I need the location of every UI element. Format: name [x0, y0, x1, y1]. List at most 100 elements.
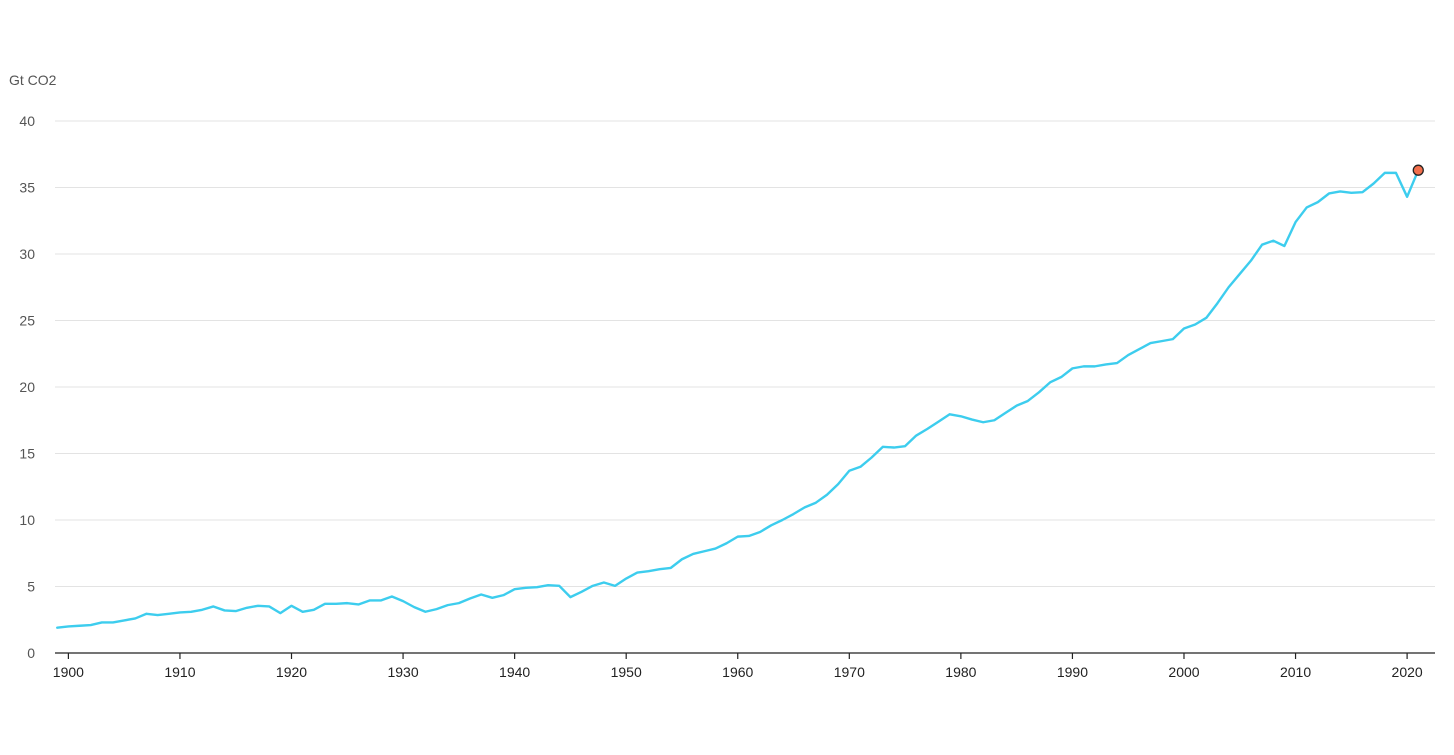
data-point-1943 [545, 582, 551, 588]
x-tick-label: 1940 [499, 664, 530, 680]
x-tick-label: 1930 [387, 664, 418, 680]
y-tick-label: 15 [19, 446, 35, 462]
data-point-1987 [1036, 389, 1042, 395]
data-point-1930 [400, 598, 406, 604]
data-point-2019 [1393, 170, 1399, 176]
y-tick-label: 5 [27, 579, 35, 595]
data-point-1924 [333, 601, 339, 607]
data-point-1929 [389, 593, 395, 599]
data-point-1905 [121, 617, 127, 623]
data-point-1926 [355, 601, 361, 607]
data-point-2011 [1304, 204, 1310, 210]
data-point-1900 [65, 623, 71, 629]
data-point-1979 [947, 411, 953, 417]
data-point-1973 [880, 444, 886, 450]
data-point-1931 [411, 604, 417, 610]
data-point-1912 [199, 607, 205, 613]
data-point-1919 [277, 610, 283, 616]
data-point-1908 [155, 612, 161, 618]
data-point-2013 [1326, 190, 1332, 196]
data-point-1921 [300, 609, 306, 615]
y-tick-label: 25 [19, 313, 35, 329]
data-point-1933 [434, 606, 440, 612]
data-point-1927 [367, 597, 373, 603]
data-point-1903 [99, 619, 105, 625]
y-tick-label: 20 [19, 379, 35, 395]
data-point-2017 [1371, 181, 1377, 187]
data-point-1923 [322, 601, 328, 607]
data-point-1934 [445, 602, 451, 608]
data-point-1904 [110, 619, 116, 625]
data-point-1950 [623, 576, 629, 582]
data-point-1937 [478, 591, 484, 597]
data-point-2018 [1382, 170, 1388, 176]
y-tick-label: 40 [19, 113, 35, 129]
data-point-1970 [846, 468, 852, 474]
series-line-0 [56, 169, 1420, 629]
data-point-1899 [54, 625, 60, 631]
data-point-1972 [869, 454, 875, 460]
y-tick-label: 30 [19, 246, 35, 262]
data-point-1968 [824, 492, 830, 498]
data-point-1964 [779, 517, 785, 523]
data-point-1945 [567, 594, 573, 600]
data-point-1961 [746, 533, 752, 539]
y-axis-ticks: 0 5 10 15 20 25 30 35 40 [19, 113, 35, 661]
data-point-2008 [1270, 238, 1276, 244]
y-tick-label: 0 [27, 645, 35, 661]
data-point-1984 [1002, 410, 1008, 416]
x-tick-label: 1920 [276, 664, 307, 680]
x-tick-label: 1900 [53, 664, 84, 680]
data-point-1916 [244, 605, 250, 611]
data-point-1969 [835, 481, 841, 487]
data-point-1958 [712, 546, 718, 552]
data-point-1940 [512, 586, 518, 592]
data-point-1983 [991, 417, 997, 423]
data-point-2012 [1315, 199, 1321, 205]
data-point-1944 [556, 583, 562, 589]
data-point-1939 [500, 592, 506, 598]
data-point-1925 [344, 600, 350, 606]
data-point-1949 [612, 583, 618, 589]
data-point-1974 [891, 445, 897, 451]
data-point-1956 [690, 551, 696, 557]
data-point-1955 [679, 556, 685, 562]
data-point-1922 [311, 607, 317, 613]
data-point-1978 [936, 419, 942, 425]
data-point-1993 [1103, 361, 1109, 367]
data-point-2010 [1293, 219, 1299, 225]
data-point-1946 [579, 589, 585, 595]
data-point-1915 [233, 608, 239, 614]
data-point-1952 [646, 568, 652, 574]
data-point-1963 [768, 522, 774, 528]
data-point-1928 [378, 597, 384, 603]
data-point-2000 [1181, 325, 1187, 331]
data-point-1975 [902, 443, 908, 449]
data-point-1960 [735, 534, 741, 540]
data-point-1918 [266, 603, 272, 609]
data-point-2020 [1404, 194, 1410, 200]
data-point-1977 [924, 426, 930, 432]
data-point-1911 [188, 609, 194, 615]
x-tick-label: 1950 [611, 664, 642, 680]
data-point-1966 [802, 504, 808, 510]
data-point-1985 [1014, 403, 1020, 409]
data-point-1951 [634, 570, 640, 576]
data-point-1948 [601, 580, 607, 586]
data-point-1901 [77, 623, 83, 629]
x-tick-label: 1960 [722, 664, 753, 680]
data-point-2004 [1226, 284, 1232, 290]
x-tick-label: 2000 [1168, 664, 1199, 680]
data-point-1965 [791, 511, 797, 517]
data-point-1906 [132, 615, 138, 621]
data-point-2001 [1192, 321, 1198, 327]
data-point-1932 [422, 609, 428, 615]
latest-value-marker[interactable] [1412, 164, 1424, 176]
data-point-1995 [1125, 352, 1131, 358]
data-point-1991 [1081, 363, 1087, 369]
data-point-1953 [657, 566, 663, 572]
data-point-1976 [913, 433, 919, 439]
data-point-1992 [1092, 363, 1098, 369]
data-point-1997 [1148, 340, 1154, 346]
